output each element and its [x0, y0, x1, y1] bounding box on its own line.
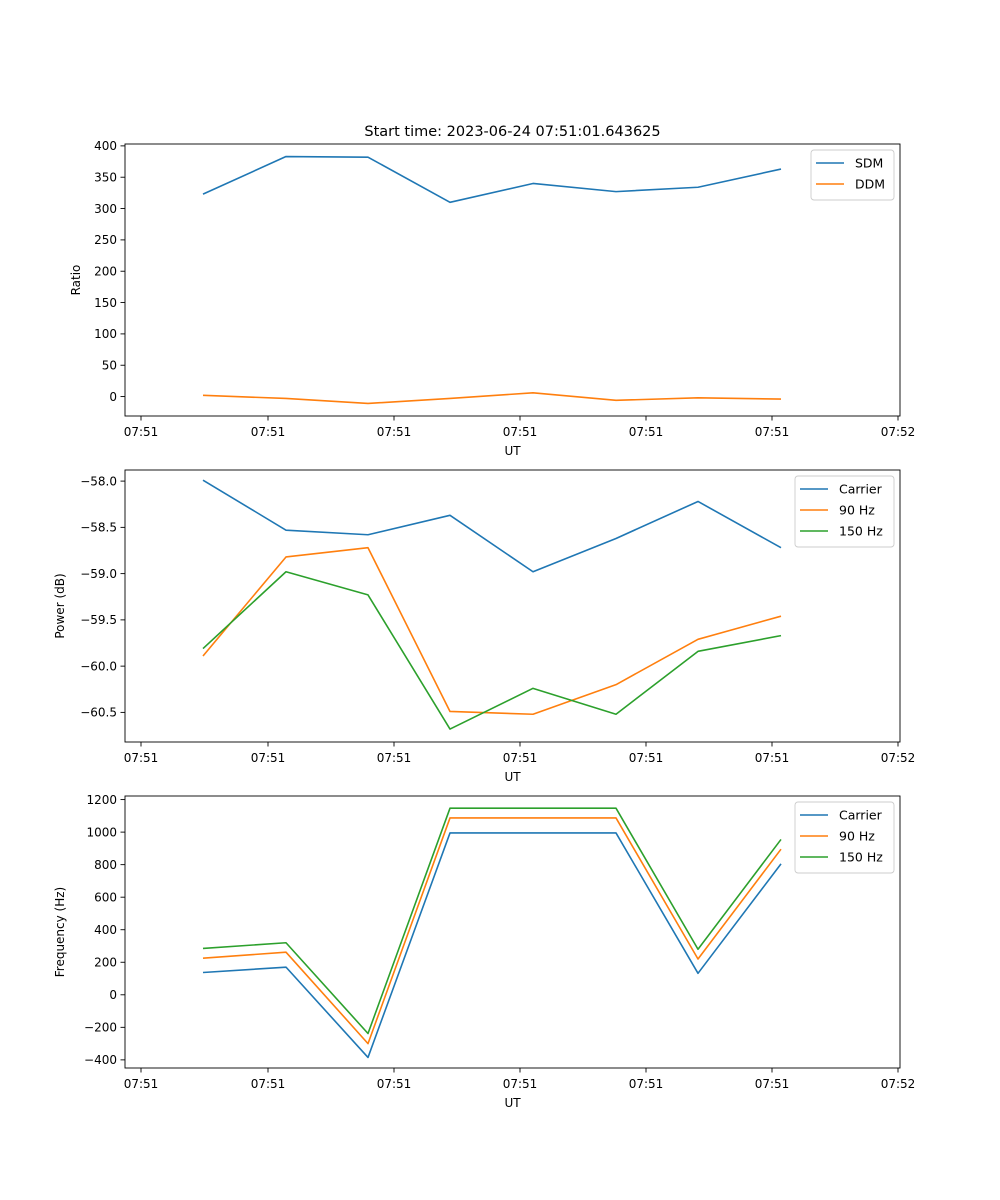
y-tick-label: −58.0: [80, 474, 117, 488]
series-line-carrier: [202, 479, 782, 573]
y-tick-label: 300: [94, 202, 117, 216]
y-axis-label: Power (dB): [53, 573, 67, 638]
legend-entry: 90 Hz: [839, 503, 875, 518]
y-tick-label: 250: [94, 233, 117, 247]
axes-frame: [124, 795, 901, 1069]
x-tick-label: 07:51: [503, 751, 538, 765]
axes-frame: [124, 469, 901, 743]
legend-entry: 150 Hz: [839, 524, 883, 539]
x-tick-label: 07:51: [377, 1077, 412, 1091]
x-axis-label: UT: [504, 444, 521, 458]
x-tick-label: 07:51: [377, 425, 412, 439]
subplot-2: 07:51 07:51 07:51 07:51 07:51 07:51 07:52 −58.0…: [53, 469, 916, 784]
y-tick-label: 150: [94, 296, 117, 310]
x-tick-label: 07:51: [251, 751, 286, 765]
y-tick-label: 350: [94, 171, 117, 185]
y-tick-label: 600: [94, 890, 117, 904]
y-tick-label: −400: [84, 1053, 117, 1067]
x-tick-label: 07:51: [629, 751, 664, 765]
legend-box: [794, 801, 895, 874]
figure-title: Start time: 2023-06-24 07:51:01.643625: [364, 124, 660, 140]
series-line-150-hz: [202, 807, 782, 1035]
y-tick-label: −200: [84, 1021, 117, 1035]
series-line-ddm: [202, 392, 782, 405]
legend: Carrier 90 Hz 150 Hz: [794, 475, 895, 548]
legend-entry: 90 Hz: [839, 829, 875, 844]
x-tick-label: 07:51: [755, 751, 790, 765]
y-tick-label: 200: [94, 956, 117, 970]
y-tick-label: 50: [102, 359, 117, 373]
axes-frame: [124, 143, 901, 417]
legend-entry: Carrier: [839, 808, 883, 823]
x-tick-label: 07:51: [503, 425, 538, 439]
y-tick-label: 800: [94, 858, 117, 872]
legend: SDM DDM: [810, 149, 895, 201]
x-axis-label: UT: [504, 770, 521, 784]
series-line-sdm: [202, 155, 782, 204]
y-tick-label: −59.5: [80, 613, 117, 627]
series-line-90-hz: [202, 817, 782, 1045]
x-tick-label: 07:52: [881, 1077, 916, 1091]
series-line-carrier: [202, 832, 782, 1059]
x-tick-label: 07:51: [377, 751, 412, 765]
y-tick-label: 400: [94, 923, 117, 937]
x-tick-label: 07:52: [881, 751, 916, 765]
x-tick-label: 07:52: [881, 425, 916, 439]
y-tick-label: −59.0: [80, 567, 117, 581]
y-tick-label: −60.0: [80, 659, 117, 673]
x-tick-label: 07:51: [755, 425, 790, 439]
subplot-3: 07:51 07:51 07:51 07:51 07:51 07:51 07:52 −400 −…: [53, 793, 915, 1110]
y-axis-label: Ratio: [69, 265, 83, 296]
y-tick-label: 200: [94, 265, 117, 279]
y-tick-label: 1000: [86, 825, 117, 839]
x-tick-label: 07:51: [124, 425, 159, 439]
y-tick-label: 0: [109, 988, 117, 1002]
series-line-90-hz: [202, 546, 782, 716]
subplots: 07:51 07:51 07:51 07:51 07:51 07:51 07:52 0 50 10…: [53, 139, 915, 1110]
legend: Carrier 90 Hz 150 Hz: [794, 801, 895, 874]
x-axis-label: UT: [504, 1096, 521, 1110]
legend-box: [794, 475, 895, 548]
y-tick-label: 1200: [86, 793, 117, 807]
x-tick-label: 07:51: [629, 1077, 664, 1091]
legend-entry: DDM: [855, 177, 885, 192]
subplot-1: 07:51 07:51 07:51 07:51 07:51 07:51 07:52 0 50 10…: [69, 139, 915, 458]
y-tick-label: 100: [94, 327, 117, 341]
x-tick-label: 07:51: [124, 751, 159, 765]
y-tick-label: −60.5: [80, 706, 117, 720]
y-tick-label: 0: [109, 390, 117, 404]
x-tick-label: 07:51: [755, 1077, 790, 1091]
y-tick-label: 400: [94, 139, 117, 153]
x-tick-label: 07:51: [503, 1077, 538, 1091]
legend-entry: SDM: [855, 156, 883, 171]
x-tick-label: 07:51: [251, 425, 286, 439]
x-tick-label: 07:51: [629, 425, 664, 439]
y-tick-label: −58.5: [80, 521, 117, 535]
legend-entry: 150 Hz: [839, 850, 883, 865]
x-tick-label: 07:51: [251, 1077, 286, 1091]
legend-entry: Carrier: [839, 482, 883, 497]
y-axis-label: Frequency (Hz): [53, 887, 67, 978]
series-line-150-hz: [202, 570, 782, 730]
x-tick-label: 07:51: [124, 1077, 159, 1091]
